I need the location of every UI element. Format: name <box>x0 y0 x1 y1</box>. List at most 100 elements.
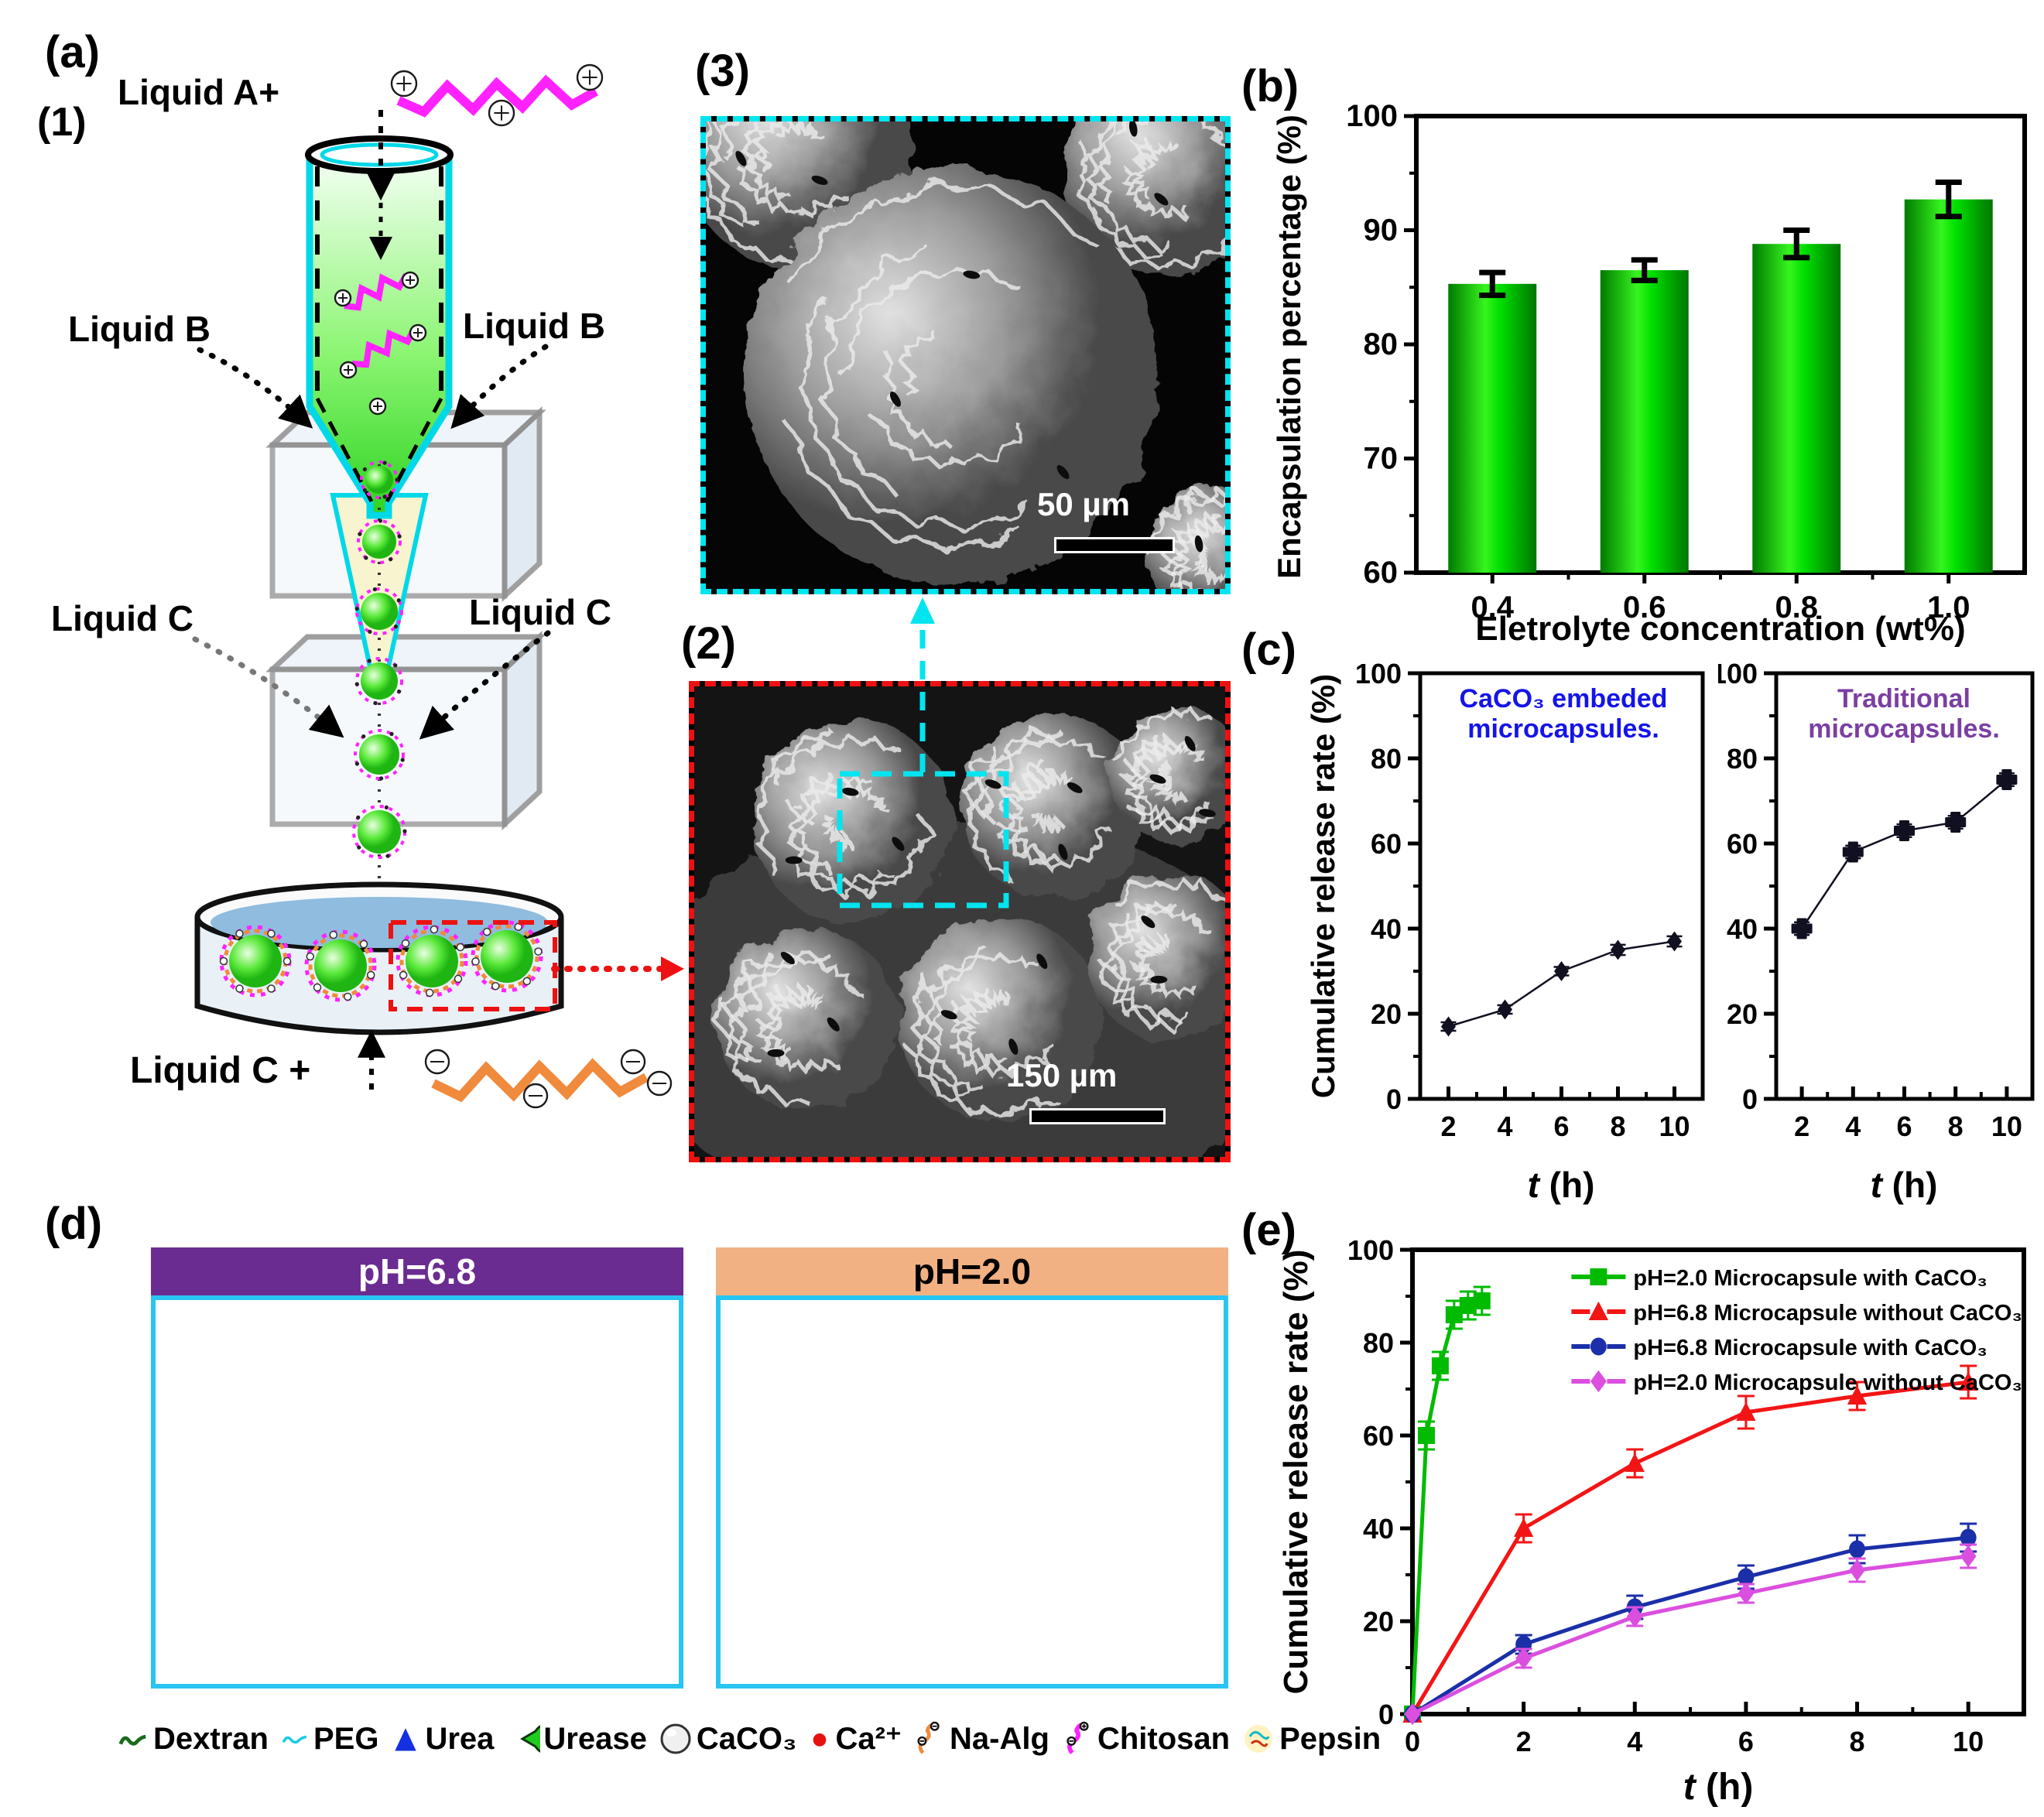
sem-overview-frame <box>689 681 1231 1162</box>
svg-text:100: 100 <box>1718 662 1758 690</box>
legend-item-dextran: Dextran <box>116 1722 269 1757</box>
svg-text:0: 0 <box>1386 1083 1402 1115</box>
svg-text:pH=6.8 Microcapsule without Ca: pH=6.8 Microcapsule without CaCO₃ <box>1633 1301 2022 1326</box>
svg-text:10: 10 <box>1659 1110 1690 1142</box>
svg-text:10: 10 <box>1953 1726 1984 1757</box>
ph20-body <box>716 1295 1228 1689</box>
panel-c-y-axis-label: Cumulative release rate (%) <box>1305 673 1341 1099</box>
traditional-annotation: Traditional microcapsules. <box>1808 684 2000 744</box>
panel-e-x-axis-label: t (h) <box>1683 1767 1754 1808</box>
pepsin-icon <box>1245 1725 1273 1753</box>
sem-overview-image <box>694 686 1225 1157</box>
svg-text:70: 70 <box>1364 442 1399 476</box>
caco3-shell-structure-art <box>1428 785 1695 960</box>
panel-d-label: (d) <box>45 1199 103 1249</box>
caco3-release-chart: 0 20 40 60 80 100 2 4 6 8 10 <box>1355 662 1705 1142</box>
svg-text:60: 60 <box>1371 828 1402 860</box>
svg-text:4: 4 <box>1845 1110 1861 1142</box>
svg-text:0: 0 <box>1378 1699 1394 1730</box>
svg-text:90: 90 <box>1364 214 1399 248</box>
svg-text:80: 80 <box>1363 1327 1394 1359</box>
caco3-annotation: CaCO₃ embeded microcapsules. <box>1459 684 1668 744</box>
material-legend: Dextran PEG Urea Urease CaCO₃ Ca²⁺ Na-Al… <box>116 1719 1381 1758</box>
legend-item-peg: PEG <box>279 1722 378 1757</box>
panel-c2-x-axis-label: t (h) <box>1870 1165 1938 1205</box>
panel-c-label: (c) <box>1241 624 1296 675</box>
svg-text:8: 8 <box>1850 1726 1865 1757</box>
ph20-header: pH=2.0 <box>716 1247 1228 1295</box>
svg-text:60: 60 <box>1727 828 1758 860</box>
legend-item-urea: Urea <box>389 1722 494 1757</box>
urea-icon <box>395 1728 417 1751</box>
legend-item-naalg: Na-Alg <box>912 1719 1049 1758</box>
liquid-c-right-label: Liquid C <box>469 592 611 632</box>
svg-text:40: 40 <box>1371 913 1402 945</box>
peg-icon <box>282 1735 307 1744</box>
panel-3-label: (3) <box>695 46 750 96</box>
ph68-body <box>151 1295 683 1689</box>
svg-text:pH=2.0 Microcapsule with CaCO₃: pH=2.0 Microcapsule with CaCO₃ <box>1633 1266 1987 1291</box>
panel-b-x-axis-label: Eletrolyte concentration (wt%) <box>1475 610 1966 648</box>
panel-b-y-axis-label: Encapsulation percentage (%) <box>1271 115 1307 579</box>
ph68-panel: pH=6.8 <box>151 1247 683 1689</box>
svg-text:10: 10 <box>1991 1110 2022 1142</box>
chitosan-icon <box>1067 1721 1089 1754</box>
panel-e-label: (e) <box>1241 1205 1296 1255</box>
svg-text:0.8: 0.8 <box>1775 590 1818 624</box>
traditional-release-chart: 0 20 40 60 80 100 2 4 6 8 10 <box>1718 662 2035 1142</box>
svg-text:40: 40 <box>1727 913 1758 945</box>
liquid-b-left-label: Liquid B <box>68 309 211 349</box>
svg-text:0: 0 <box>1742 1083 1758 1115</box>
scale-bar-150um-label: 150 µm <box>1006 1057 1118 1093</box>
encapsulation-bar-chart: 60 70 80 90 100 0.4 0.6 0.8 1.0 <box>1346 99 2027 624</box>
svg-text:pH=6.8 Microcapsule with CaCO₃: pH=6.8 Microcapsule with CaCO₃ <box>1633 1336 1987 1360</box>
svg-text:8: 8 <box>1610 1110 1625 1142</box>
liquid-c-left-label: Liquid C <box>51 598 193 638</box>
microfluidic-device-diagram <box>192 63 673 1109</box>
scale-bar-150um <box>1029 1108 1166 1124</box>
svg-text:4: 4 <box>1497 1110 1512 1142</box>
svg-text:100: 100 <box>1346 99 1398 133</box>
svg-text:1.0: 1.0 <box>1927 590 1970 624</box>
svg-text:4: 4 <box>1627 1726 1642 1757</box>
svg-text:6: 6 <box>1896 1110 1912 1142</box>
svg-text:60: 60 <box>1364 556 1399 590</box>
scale-bar-50um-label: 50 µm <box>1037 486 1130 522</box>
ph68-capsule-art <box>156 1300 679 1684</box>
svg-text:2: 2 <box>1516 1726 1532 1757</box>
cumulative-release-chart: 0 20 40 60 80 100 0 2 4 6 8 10 pH=2.0 Microcapsule w… <box>1347 1234 2026 1757</box>
zoom-link-arrowhead <box>910 597 935 624</box>
panel-c1-x-axis-label: t (h) <box>1527 1165 1595 1205</box>
svg-text:80: 80 <box>1727 743 1758 775</box>
svg-text:0: 0 <box>1405 1726 1420 1757</box>
svg-text:6: 6 <box>1738 1726 1754 1757</box>
legend-item-caco3: CaCO₃ <box>658 1721 796 1757</box>
ph68-header: pH=6.8 <box>151 1247 683 1295</box>
legend-item-pepsin: Pepsin <box>1241 1721 1381 1757</box>
panel-a-label: (a) <box>45 27 100 77</box>
ca2-icon <box>813 1733 827 1747</box>
svg-text:0.6: 0.6 <box>1623 590 1666 624</box>
svg-text:20: 20 <box>1727 998 1758 1030</box>
dextran-icon <box>118 1734 146 1746</box>
traditional-shell-structure-art <box>1772 956 2028 1099</box>
panel-a-step-label: (1) <box>37 100 87 145</box>
svg-text:100: 100 <box>1347 1234 1394 1266</box>
ph20-capsule-art <box>721 1300 1224 1684</box>
svg-text:6: 6 <box>1553 1110 1569 1142</box>
liquid-b-right-label: Liquid B <box>463 306 605 346</box>
svg-text:pH=2.0 Microcapsule without Ca: pH=2.0 Microcapsule without CaCO₃ <box>1633 1370 2022 1395</box>
legend-item-urease: Urease <box>505 1721 647 1757</box>
svg-text:0.4: 0.4 <box>1471 590 1514 624</box>
svg-text:8: 8 <box>1948 1110 1964 1142</box>
liquid-a-label: Liquid A+ <box>118 72 280 112</box>
panel-2-label: (2) <box>681 618 736 669</box>
scale-bar-50um <box>1054 537 1175 553</box>
svg-text:80: 80 <box>1371 743 1402 775</box>
svg-text:2: 2 <box>1440 1110 1456 1142</box>
liquid-c-bottom-label: Liquid C + <box>130 1050 311 1091</box>
svg-text:20: 20 <box>1363 1606 1394 1637</box>
sem-closeup-frame <box>700 116 1231 594</box>
svg-text:80: 80 <box>1364 327 1399 361</box>
legend-item-chitosan: Chitosan <box>1060 1719 1230 1758</box>
